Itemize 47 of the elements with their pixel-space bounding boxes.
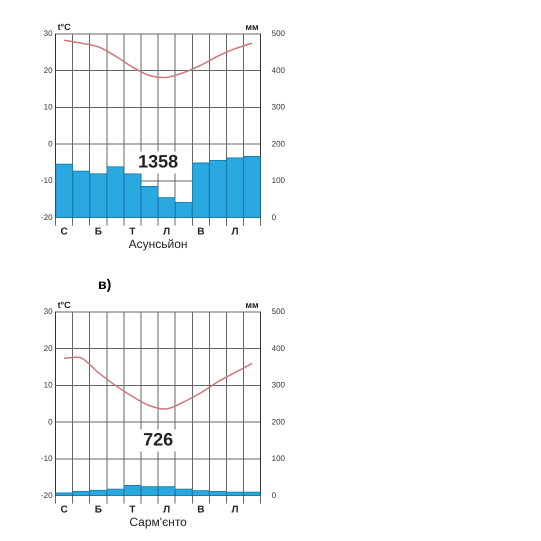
x-tick-label: Б	[94, 226, 102, 238]
annotation: 726	[143, 429, 174, 450]
annotation: 1358	[138, 151, 178, 172]
y-tick-label: -20	[41, 490, 54, 500]
y2-axis-title: мм	[245, 22, 259, 32]
y2-tick-label: 0	[272, 490, 277, 500]
y-tick-label: 0	[48, 417, 54, 426]
line-series	[63, 39, 253, 78]
x-tick-label: Л	[163, 504, 170, 516]
x-tick-label: Л	[232, 504, 239, 516]
y-tick-label: 30	[44, 29, 54, 38]
y-tick-label: 30	[44, 307, 54, 316]
line-series	[63, 356, 253, 410]
y-tick-label: 20	[44, 66, 54, 75]
x-tick-label: Б	[94, 504, 102, 516]
text: в)	[98, 276, 112, 292]
x-axis-title: Асунсьйон	[128, 237, 188, 252]
y2-tick-label: 400	[272, 66, 286, 75]
y2-tick-label: 200	[272, 139, 286, 148]
y-tick-label: 20	[44, 344, 54, 353]
y-tick-label: 0	[48, 139, 54, 148]
x-tick-label: Т	[129, 504, 136, 516]
y2-tick-label: 300	[272, 102, 286, 112]
y2-tick-label: 100	[272, 176, 286, 186]
y2-tick-label: 0	[272, 212, 277, 222]
y-tick-label: 10	[44, 380, 54, 390]
x-tick-label: С	[60, 504, 68, 516]
y2-axis-title: мм	[245, 300, 259, 310]
x-tick-label: В	[197, 226, 204, 238]
y-axis-title: t°C	[58, 300, 72, 310]
y-tick-label: 10	[44, 102, 54, 112]
y-axis-title: t°C	[58, 22, 72, 32]
y2-tick-label: 500	[272, 307, 286, 316]
y2-tick-label: 200	[272, 417, 286, 426]
x-axis-title: Сарм'єнто	[129, 515, 188, 530]
y2-tick-label: 100	[272, 454, 286, 464]
y2-tick-label: 500	[272, 29, 286, 38]
y-tick-label: -10	[41, 454, 54, 464]
y-tick-label: -20	[41, 212, 54, 222]
y-tick-label: -10	[41, 176, 54, 186]
x-tick-label: Л	[232, 226, 239, 238]
x-tick-label: Т	[129, 226, 136, 238]
y2-tick-label: 300	[272, 380, 286, 390]
x-tick-label: С	[60, 226, 68, 238]
x-tick-label: В	[197, 504, 204, 516]
x-tick-label: Л	[163, 226, 170, 238]
y2-tick-label: 400	[272, 344, 286, 353]
